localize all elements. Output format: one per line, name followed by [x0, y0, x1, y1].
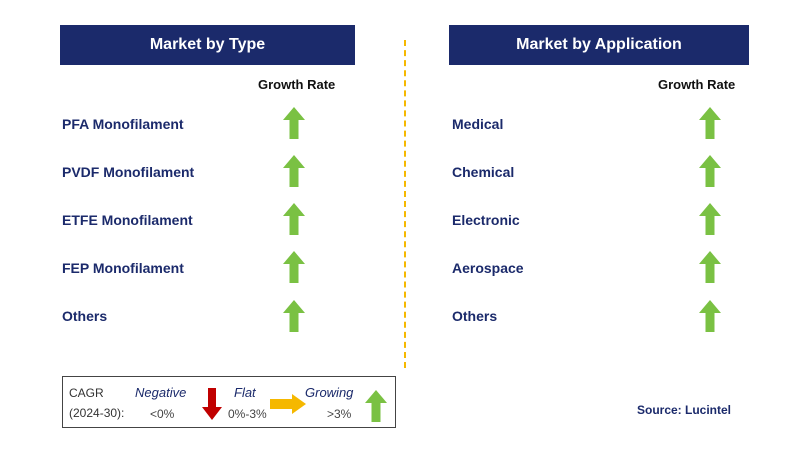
growth-up-arrow-icon — [283, 107, 305, 139]
growth-up-arrow-icon — [699, 203, 721, 235]
market-by-application-header: Market by Application — [449, 25, 749, 65]
legend-negative-range: <0% — [150, 407, 175, 421]
application-item-chemical: Chemical — [452, 164, 515, 180]
legend-flat-range: 0%-3% — [228, 407, 267, 421]
type-item-others: Others — [62, 308, 108, 324]
growth-up-arrow-icon — [699, 251, 721, 283]
legend-growing-range: >3% — [327, 407, 352, 421]
right-growth-rate-header: Growth Rate — [658, 77, 736, 92]
market-by-type-header: Market by Type — [60, 25, 355, 65]
type-item-pvdf: PVDF Monofilament — [62, 164, 195, 180]
legend-cagr-period: (2024-30): — [69, 406, 125, 420]
negative-down-arrow-icon — [202, 388, 222, 420]
legend-cagr-label: CAGR — [69, 386, 104, 400]
growth-up-arrow-icon — [699, 300, 721, 332]
growth-up-arrow-icon — [283, 155, 305, 187]
legend-flat-label: Flat — [234, 385, 256, 400]
legend-growing-label: Growing — [305, 385, 354, 400]
growth-up-arrow-icon — [283, 300, 305, 332]
growth-up-arrow-icon — [283, 251, 305, 283]
type-item-pfa: PFA Monofilament — [62, 116, 184, 132]
source-credit: Source: Lucintel — [637, 403, 732, 417]
growing-up-arrow-icon — [365, 390, 387, 422]
cagr-legend: CAGR (2024-30): Negative <0% Flat 0%-3% … — [62, 376, 396, 428]
application-item-electronic: Electronic — [452, 212, 520, 228]
type-item-etfe: ETFE Monofilament — [62, 212, 193, 228]
legend-negative-label: Negative — [135, 385, 187, 400]
application-item-others: Others — [452, 308, 498, 324]
left-growth-rate-header: Growth Rate — [258, 77, 336, 92]
type-item-fep: FEP Monofilament — [62, 260, 184, 276]
market-by-application-title: Market by Application — [516, 36, 682, 53]
application-item-aerospace: Aerospace — [452, 260, 524, 276]
flat-right-arrow-icon — [270, 394, 306, 414]
application-item-medical: Medical — [452, 116, 504, 132]
panel-divider — [404, 40, 406, 368]
market-by-type-title: Market by Type — [149, 36, 266, 53]
growth-up-arrow-icon — [283, 203, 305, 235]
growth-up-arrow-icon — [699, 107, 721, 139]
growth-up-arrow-icon — [699, 155, 721, 187]
